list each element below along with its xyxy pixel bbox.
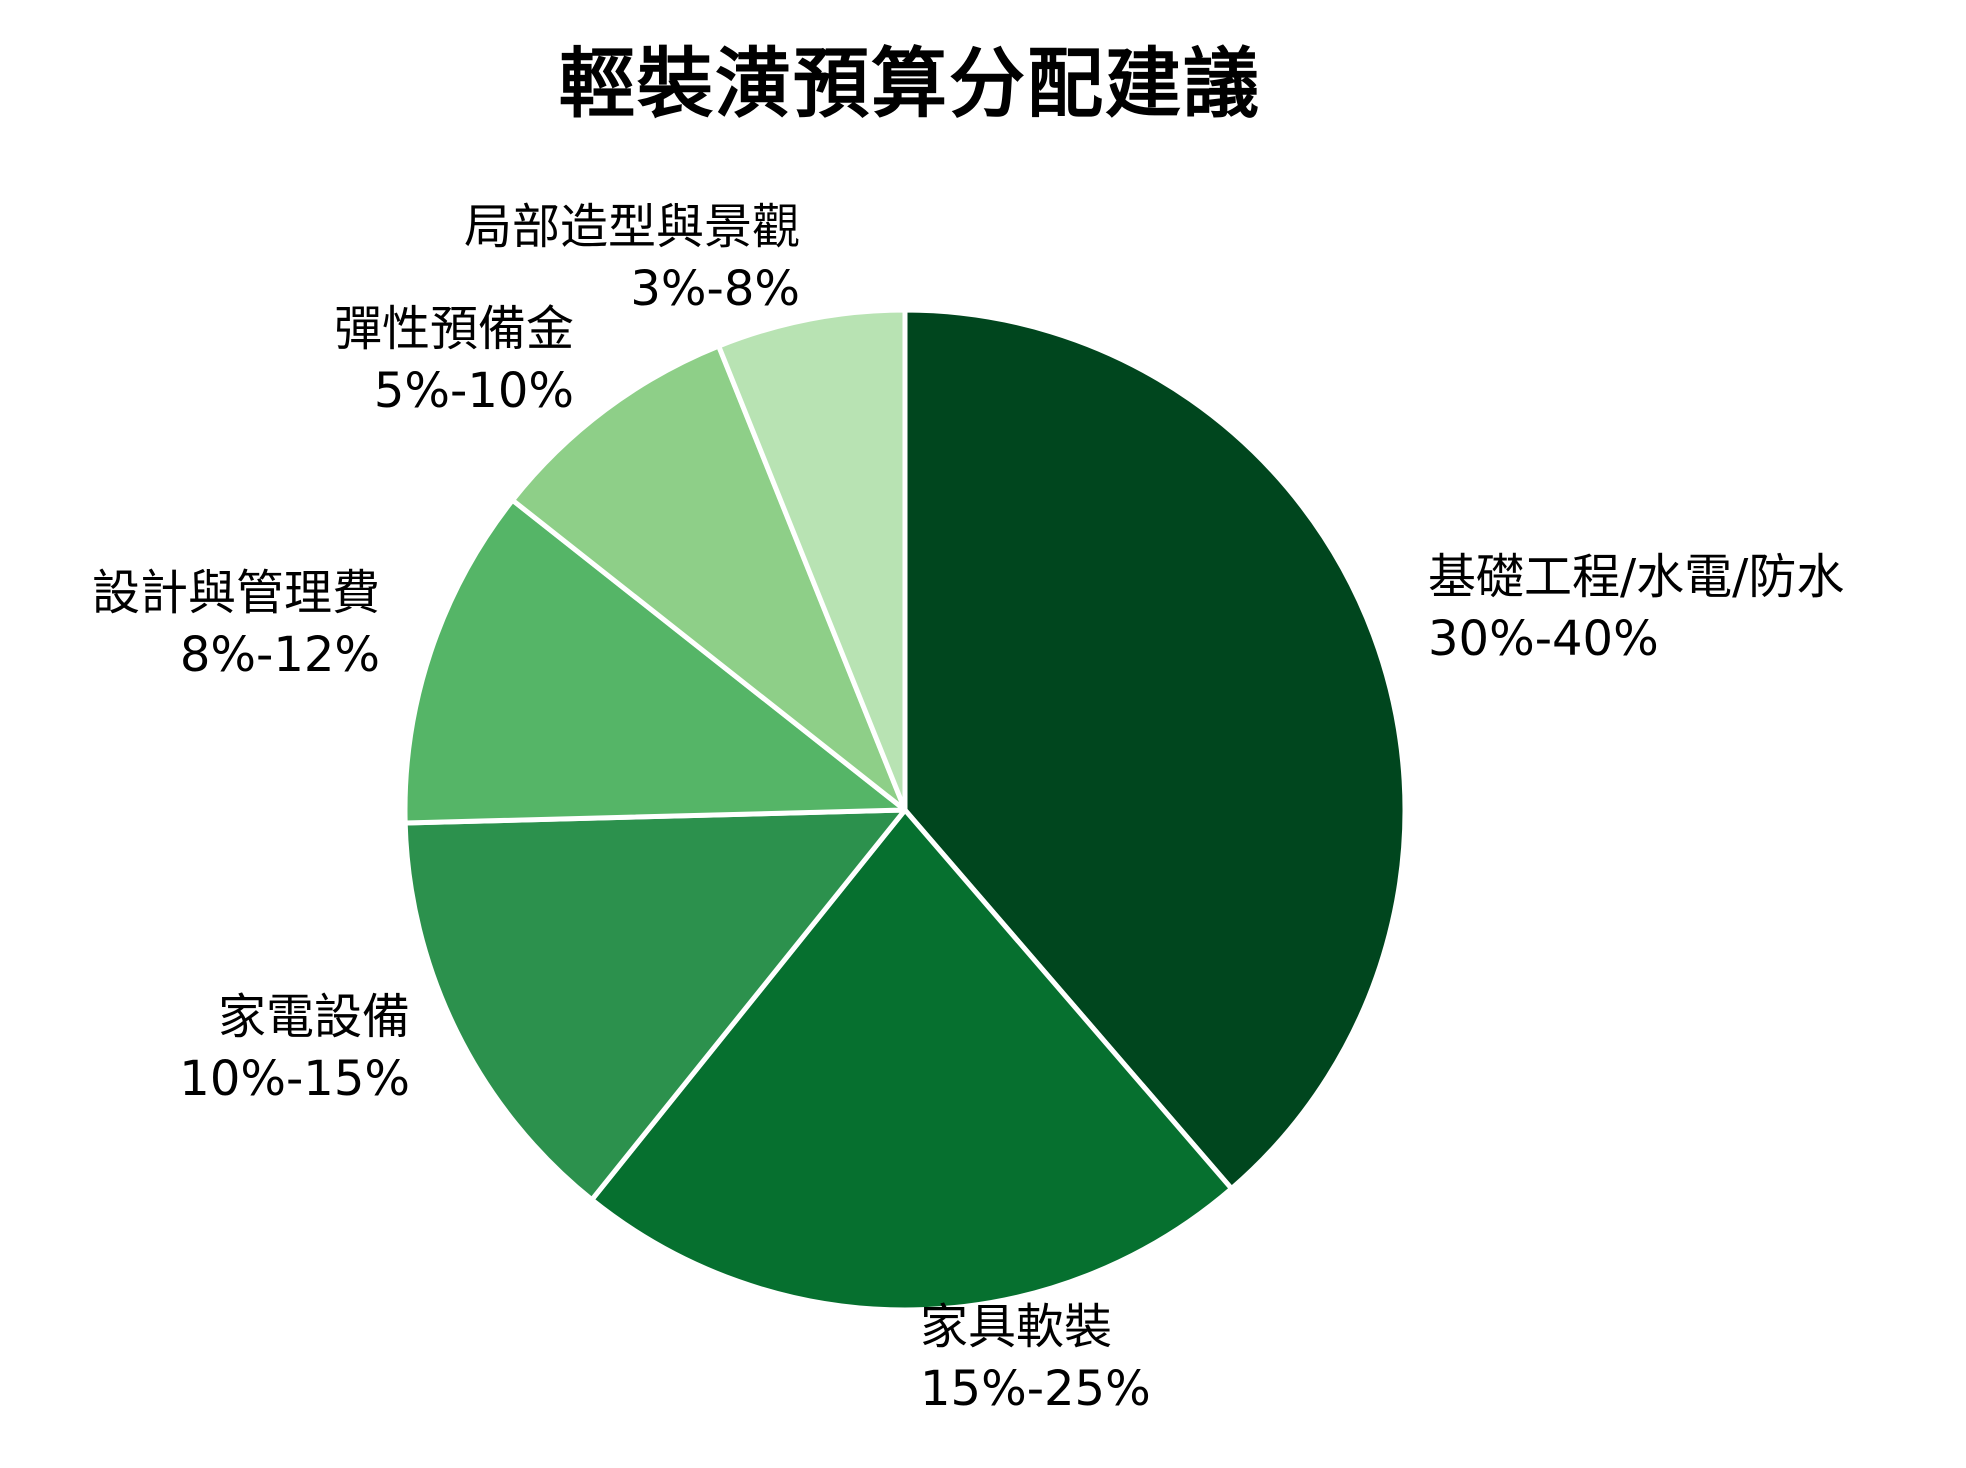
pie-slice — [902, 307, 1408, 1192]
pie-slice — [510, 343, 908, 813]
label-name: 設計與管理費 — [91, 565, 380, 621]
pie-slice — [402, 497, 908, 826]
label-appliances: 家電設備 10%-15% — [179, 986, 410, 1110]
label-range: 15%-25% — [920, 1361, 1151, 1417]
label-name: 局部造型與景觀 — [463, 199, 800, 255]
pie-slice — [589, 807, 1235, 1313]
label-name: 家電設備 — [217, 989, 410, 1045]
label-contingency: 彈性預備金 5%-10% — [334, 298, 574, 422]
label-range: 3%-8% — [630, 261, 800, 317]
chart-title: 輕裝潢預算分配建議 — [559, 39, 1261, 128]
label-partial-styling: 局部造型與景觀 3%-8% — [464, 196, 800, 320]
label-range: 10%-15% — [179, 1051, 410, 1107]
label-range: 8%-12% — [179, 627, 380, 683]
pie-slice — [402, 807, 908, 1203]
label-design-management: 設計與管理費 8%-12% — [92, 562, 380, 686]
label-name: 彈性預備金 — [333, 301, 574, 357]
label-furniture: 家具軟裝 15%-25% — [920, 1296, 1151, 1420]
label-range: 30%-40% — [1428, 611, 1659, 667]
pie-slices — [402, 307, 1408, 1313]
label-foundation: 基礎工程/水電/防水 30%-40% — [1428, 546, 1844, 670]
label-name: 基礎工程/水電/防水 — [1428, 549, 1845, 605]
pie-slice — [716, 307, 908, 813]
label-range: 5%-10% — [373, 363, 574, 419]
label-name: 家具軟裝 — [920, 1299, 1113, 1355]
